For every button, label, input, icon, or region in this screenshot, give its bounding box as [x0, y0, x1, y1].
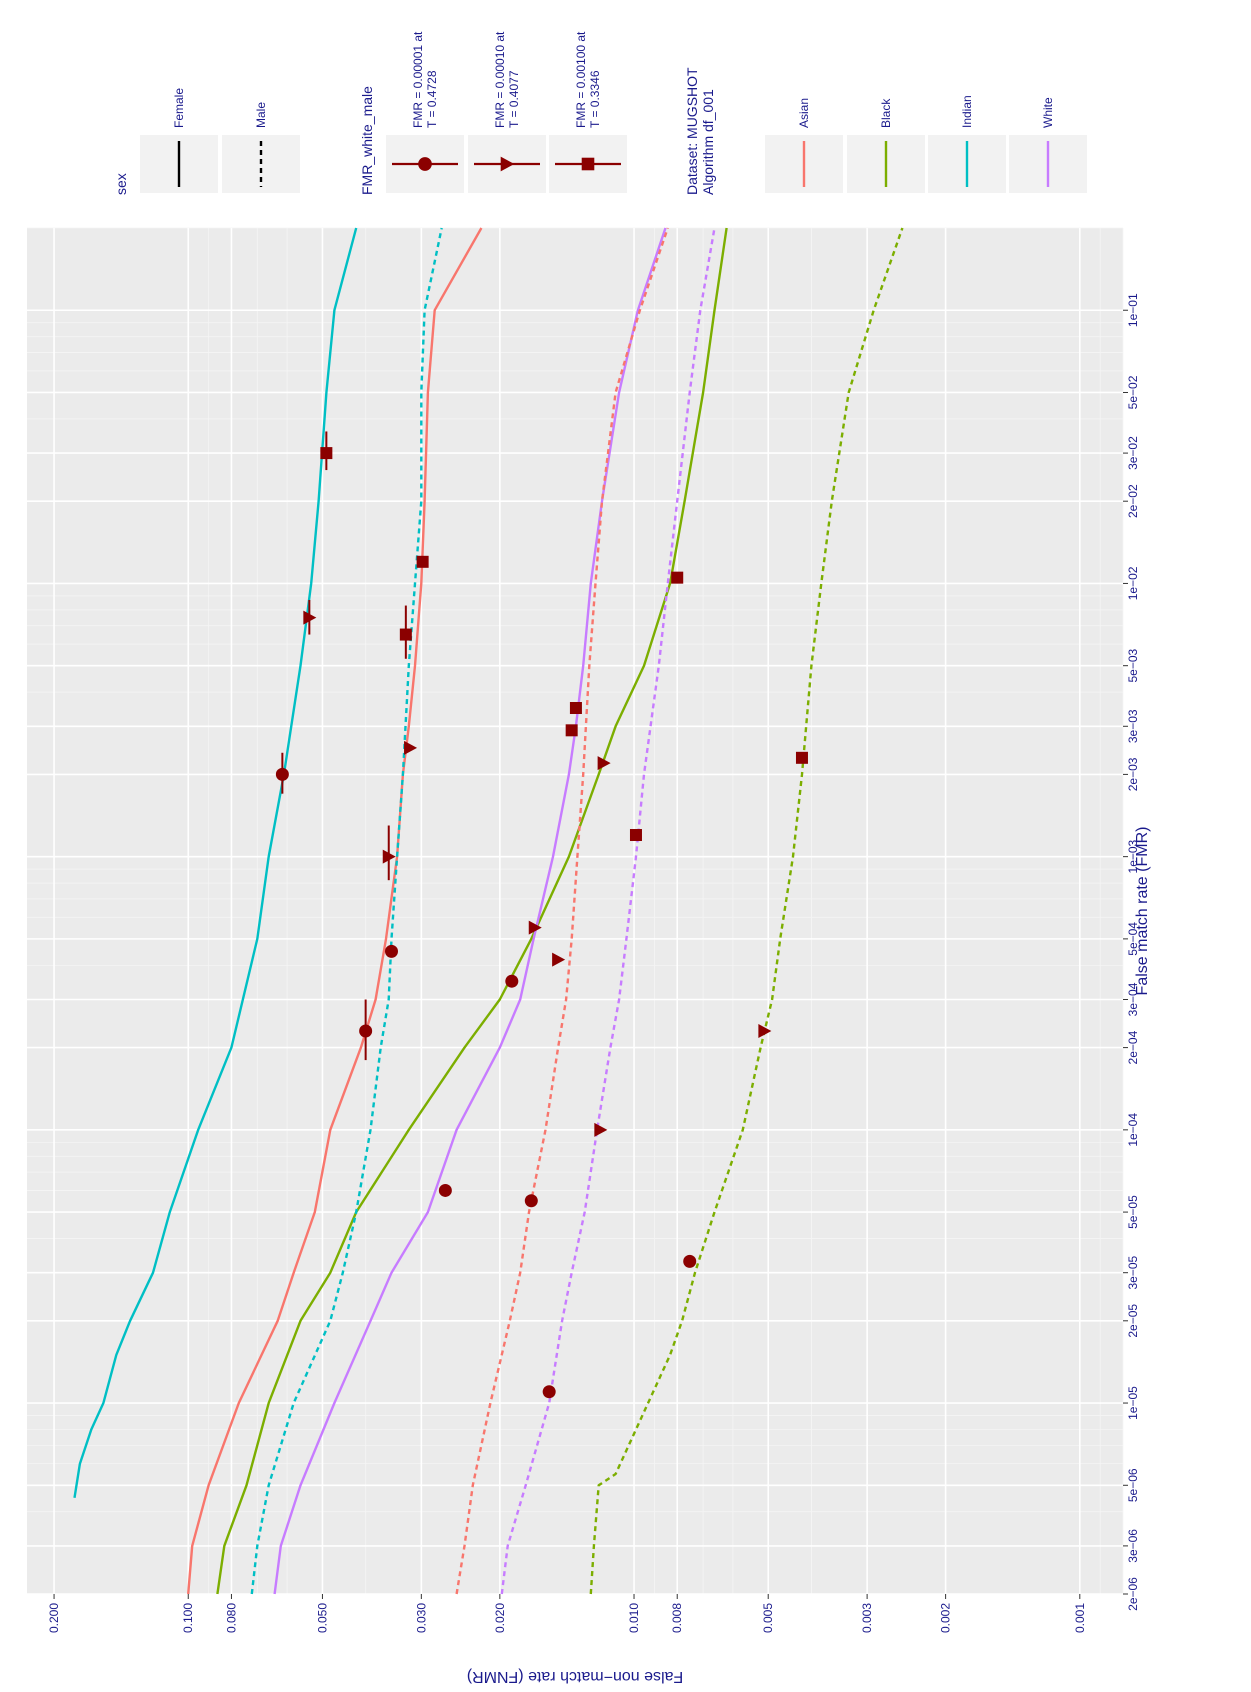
x-tick-label: 3e−02: [1126, 436, 1140, 470]
axes: 2e−06 3e−06 5e−06 1e−05 2e−05 3e−05 5e−05 1e−04…: [47, 293, 1151, 1685]
marker-square: [795, 751, 808, 764]
series-lines: [73, 227, 904, 1595]
series-line: [455, 227, 669, 1595]
marker-square: [416, 555, 429, 568]
y-tick-label: 0.001: [1073, 1603, 1087, 1633]
y-tick-label: 0.100: [181, 1603, 195, 1633]
series-line: [500, 227, 716, 1595]
x-tick-label: 1e−03: [1126, 839, 1140, 873]
y-axis-title: False non−match rate (FNMR): [467, 1668, 684, 1685]
legend-fmr-label-line2: T = 0.4077: [507, 70, 521, 128]
x-tick-label: 2e−04: [1126, 1030, 1140, 1064]
legend-fmr-label-line1: FMR = 0.00001 at: [411, 31, 425, 128]
marker-square: [629, 829, 642, 842]
marker-square: [581, 157, 595, 171]
marker-circle: [275, 767, 289, 781]
x-tick-label: 2e−02: [1126, 484, 1140, 518]
series-line: [216, 227, 728, 1595]
legend-dataset-label: Black: [879, 98, 893, 128]
series-line: [73, 227, 358, 1498]
x-tick-label: 3e−05: [1126, 1256, 1140, 1290]
legend-sex-title: sex: [113, 173, 129, 195]
y-tick-label: 0.005: [761, 1603, 775, 1633]
marker-triangle: [500, 156, 515, 172]
legend-sex-label: Male: [254, 102, 268, 128]
x-tick-label: 5e−04: [1126, 922, 1140, 956]
marker-circle: [542, 1385, 556, 1399]
y-tick-label: 0.010: [627, 1603, 641, 1633]
legend-fmr-label-line2: T = 0.4728: [425, 70, 439, 128]
x-tick-label: 5e−03: [1126, 649, 1140, 683]
marker-square: [399, 628, 412, 641]
marker-circle: [384, 944, 398, 958]
marker-circle: [438, 1183, 452, 1197]
marker-triangle: [303, 610, 317, 625]
marker-circle: [418, 157, 432, 171]
marker-square: [320, 447, 333, 460]
legend-dataset-label: White: [1041, 97, 1055, 128]
marker-triangle: [597, 756, 611, 771]
legend-dataset-title-line1: Dataset: MUGSHOT: [684, 67, 700, 195]
operating-point-markers: [275, 431, 808, 1399]
legend-fmr-title: FMR_white_male: [359, 86, 375, 195]
legend-fmr-label-line2: T = 0.3346: [588, 70, 602, 128]
y-tick-label: 0.020: [493, 1603, 507, 1633]
marker-circle: [505, 974, 519, 988]
legend-sex-label: Female: [172, 88, 186, 128]
marker-circle: [524, 1194, 538, 1208]
x-tick-label: 5e−06: [1126, 1468, 1140, 1502]
x-tick-label: 2e−03: [1126, 757, 1140, 791]
marker-square: [569, 702, 582, 715]
legend-fmr-label-line1: FMR = 0.00010 at: [493, 31, 507, 128]
series-line: [589, 227, 904, 1595]
y-tick-label: 0.030: [414, 1603, 428, 1633]
marker-circle: [359, 1024, 373, 1038]
legend-fmr-label-line1: FMR = 0.00100 at: [574, 31, 588, 128]
x-tick-label: 2e−06: [1126, 1577, 1140, 1611]
legend-dataset-label: Indian: [960, 95, 974, 128]
plot-panel: [27, 228, 1123, 1594]
x-axis-title: False match rate (FMR): [1134, 827, 1151, 996]
series-line: [250, 227, 443, 1595]
marker-triangle: [594, 1122, 608, 1137]
x-tick-label: 3e−04: [1126, 982, 1140, 1016]
marker-triangle: [552, 952, 566, 967]
marker-square: [565, 724, 578, 737]
marker-triangle: [382, 849, 396, 864]
x-tick-label: 3e−06: [1126, 1529, 1140, 1563]
marker-triangle: [404, 740, 418, 755]
x-tick-label: 1e−02: [1126, 566, 1140, 600]
x-tick-label: 2e−05: [1126, 1304, 1140, 1338]
y-tick-label: 0.200: [47, 1603, 61, 1633]
legend: sex Female Male FMR_white_male FMR = 0.00001…: [113, 31, 1087, 195]
series-line: [187, 227, 483, 1595]
marker-triangle: [758, 1024, 772, 1039]
legend-dataset-title-line2: Algorithm df_001: [700, 89, 716, 195]
y-tick-label: 0.008: [670, 1603, 684, 1633]
x-tick-label: 5e−05: [1126, 1195, 1140, 1229]
y-tick-label: 0.003: [860, 1603, 874, 1633]
marker-circle: [683, 1254, 697, 1268]
y-tick-label: 0.080: [224, 1603, 238, 1633]
x-tick-label: 5e−02: [1126, 375, 1140, 409]
y-tick-label: 0.050: [315, 1603, 329, 1633]
x-tick-label: 1e−05: [1126, 1386, 1140, 1420]
marker-triangle: [528, 920, 542, 935]
x-tick-label: 3e−03: [1126, 709, 1140, 743]
x-tick-label: 1e−01: [1126, 293, 1140, 327]
y-tick-label: 0.002: [939, 1603, 953, 1633]
marker-square: [671, 571, 684, 584]
x-tick-label: 1e−04: [1126, 1113, 1140, 1147]
legend-dataset-label: Asian: [797, 98, 811, 128]
